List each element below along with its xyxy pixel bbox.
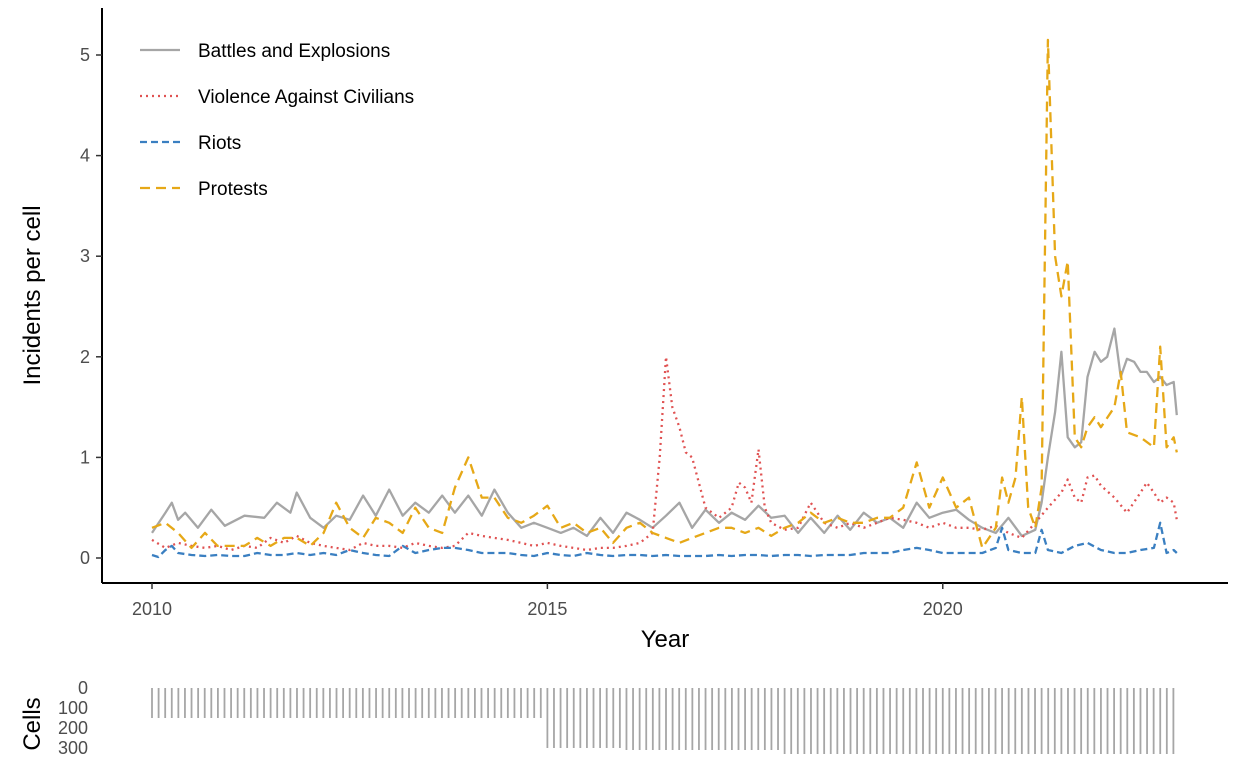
- y-tick-label: 3: [80, 246, 90, 266]
- legend-label: Riots: [198, 133, 241, 154]
- x-axis-title: Year: [641, 626, 690, 653]
- y-tick-label: 0: [80, 548, 90, 568]
- main-plot-panel: 0 1 2 3 4 5 2010 2015 2020: [80, 8, 1228, 619]
- legend-label: Protests: [198, 179, 268, 200]
- y-tick-label: 5: [80, 45, 90, 65]
- y-axis-title: Incidents per cell: [19, 205, 46, 385]
- y-tick-label: 4: [80, 146, 90, 166]
- cells-y-axis-title: Cells: [19, 697, 46, 750]
- legend-label: Violence Against Civilians: [198, 87, 414, 108]
- cells-y-tick-label: 100: [58, 698, 88, 718]
- legend: Battles and Explosions Violence Against C…: [140, 41, 414, 200]
- x-tick-label: 2015: [527, 599, 567, 619]
- series-line-violence-against-civilians: [151, 355, 1178, 552]
- y-tick-label: 1: [80, 447, 90, 467]
- cells-y-tick-label: 200: [58, 718, 88, 738]
- x-tick-label: 2010: [132, 599, 172, 619]
- cells-y-tick-label: 300: [58, 738, 88, 758]
- y-tick-label: 2: [80, 347, 90, 367]
- series-line-riots: [151, 521, 1178, 559]
- series-line-battles-and-explosions: [151, 327, 1178, 538]
- legend-label: Battles and Explosions: [198, 41, 390, 62]
- series-line-protests: [151, 38, 1178, 550]
- x-tick-label: 2020: [923, 599, 963, 619]
- cells-y-tick-label: 0: [78, 678, 88, 698]
